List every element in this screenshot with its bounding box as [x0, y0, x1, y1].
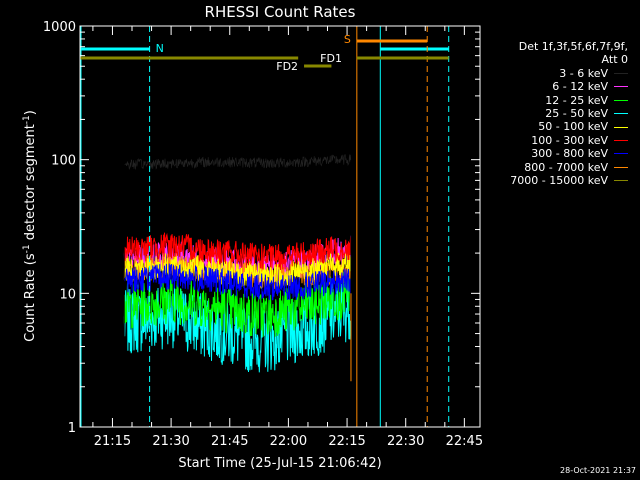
legend-item: 12 - 25 keV — [478, 94, 628, 107]
legend-item: 6 - 12 keV — [478, 80, 628, 93]
legend-item-label: 100 - 300 keV — [531, 133, 608, 147]
legend-item: 800 - 7000 keV — [478, 161, 628, 174]
y-tick-label: 1 — [68, 421, 76, 436]
legend-item-label: 50 - 100 keV — [538, 120, 608, 134]
legend-item-swatch — [614, 153, 628, 155]
legend-item: 50 - 100 keV — [478, 120, 628, 133]
legend-item: 25 - 50 keV — [478, 107, 628, 120]
legend-header-attenuator: Att 0 — [601, 53, 628, 67]
series-line — [123, 277, 352, 373]
legend-item: 7000 - 15000 keV — [478, 174, 628, 187]
chart-title: RHESSI Count Rates — [205, 3, 356, 21]
legend-item-label: 7000 - 15000 keV — [510, 174, 608, 188]
fd2-label: FD2 — [276, 60, 298, 73]
legend-item-label: 6 - 12 keV — [552, 80, 608, 94]
legend: Det 1f,3f,5f,6f,7f,9f, Att 0 3 - 6 keV 6 … — [478, 40, 628, 187]
series-line — [123, 232, 352, 271]
y-tick-label: 1000 — [43, 20, 76, 35]
legend-item-swatch — [614, 140, 628, 142]
x-tick-label: 22:15 — [328, 434, 365, 449]
legend-item-swatch — [614, 166, 628, 168]
x-axis-label: Start Time (25-Jul-15 21:06:42) — [178, 456, 381, 471]
legend-item-label: 12 - 25 keV — [545, 93, 608, 107]
legend-item: 3 - 6 keV — [478, 67, 628, 80]
legend-item-swatch — [614, 113, 628, 115]
legend-item-label: 3 - 6 keV — [559, 66, 608, 80]
x-tick-label: 22:45 — [446, 434, 483, 449]
legend-item-label: 800 - 7000 keV — [524, 160, 608, 174]
legend-item-label: 300 - 800 keV — [531, 147, 608, 161]
legend-item-label: 25 - 50 keV — [545, 107, 608, 121]
x-tick-label: 22:30 — [387, 434, 424, 449]
y-tick-label: 100 — [51, 154, 76, 169]
x-tick-label: 21:45 — [211, 434, 248, 449]
series-line-3-6-outline — [123, 154, 352, 170]
legend-header-detectors: Det 1f,3f,5f,6f,7f,9f, — [518, 40, 628, 53]
legend-item: 300 - 800 keV — [478, 147, 628, 160]
plot-frame — [79, 25, 481, 428]
legend-item-swatch — [614, 180, 628, 182]
legend-item-swatch — [614, 86, 628, 88]
x-tick-label: 21:30 — [152, 434, 189, 449]
y-axis-label: Count Rate (s-1 detector segment-1) — [22, 110, 38, 342]
x-tick-label: 21:15 — [94, 434, 131, 449]
fd1-label: FD1 — [320, 52, 342, 65]
night-label: N — [156, 42, 164, 55]
series-line — [124, 263, 352, 301]
saa-label: S — [344, 33, 351, 46]
series-line — [123, 153, 352, 171]
legend-item-swatch — [614, 126, 628, 128]
legend-item-swatch — [614, 72, 628, 75]
legend-item: 100 - 300 keV — [478, 134, 628, 147]
x-tick-label: 22:00 — [270, 434, 307, 449]
series-line — [123, 270, 352, 337]
y-tick-label: 10 — [59, 287, 76, 302]
timestamp: 28-Oct-2021 21:37 — [560, 466, 636, 475]
legend-item-swatch — [614, 99, 628, 101]
